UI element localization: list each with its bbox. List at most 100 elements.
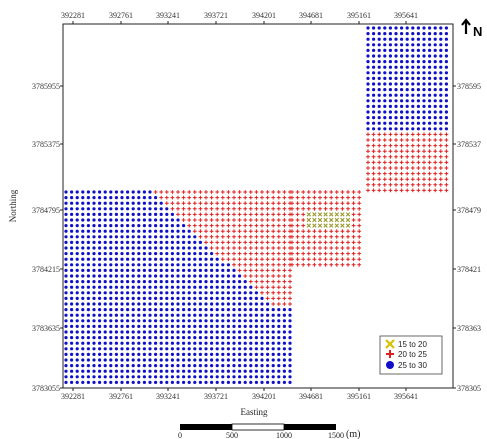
sample-point-high <box>165 324 169 328</box>
sample-point-high <box>439 48 443 53</box>
sample-point-high <box>210 291 214 295</box>
sample-point-high <box>366 43 370 47</box>
sample-point-high <box>433 121 437 125</box>
sample-point-high <box>154 330 158 334</box>
sample-point-high <box>176 263 180 267</box>
sample-point-high <box>170 240 174 244</box>
sample-point-mid <box>382 177 387 182</box>
sample-point-mid <box>433 160 438 165</box>
sample-point-high <box>154 274 158 278</box>
sample-point-high <box>444 37 448 41</box>
sample-point-high <box>277 330 281 334</box>
sample-point-mid <box>318 229 322 234</box>
sample-point-high <box>86 274 90 278</box>
sample-point-high <box>383 99 387 103</box>
sample-point-high <box>165 308 169 312</box>
sample-point-mid <box>410 143 415 148</box>
sample-point-high <box>86 285 90 289</box>
sample-point-mid <box>282 218 287 222</box>
sample-point-high <box>249 341 253 345</box>
sample-point-high <box>126 257 130 261</box>
sample-point-mid <box>346 190 350 194</box>
sample-point-high <box>114 380 118 384</box>
sample-point-high <box>377 71 381 75</box>
sample-point-high <box>81 296 85 300</box>
sample-point-high <box>204 336 208 340</box>
sample-point-high <box>114 369 118 373</box>
sample-point-high <box>86 196 90 200</box>
sample-point-high <box>86 212 90 216</box>
sample-point-mid <box>153 190 158 194</box>
sample-point-high <box>210 375 214 379</box>
sample-point-mid <box>377 149 382 154</box>
sample-point-mid <box>427 166 432 170</box>
sample-point-high <box>126 375 130 379</box>
sample-point-high <box>232 302 236 306</box>
sample-point-mid <box>357 218 362 222</box>
sample-point-high <box>131 369 135 373</box>
sample-point-high <box>64 291 68 295</box>
sample-point-high <box>137 252 141 256</box>
sample-point-high <box>193 240 197 244</box>
sample-point-high <box>226 280 230 284</box>
sample-point-high <box>232 308 236 312</box>
sample-point-high <box>416 54 420 58</box>
sample-point-mid <box>209 206 214 211</box>
sample-point-high <box>221 280 225 284</box>
sample-point-high <box>159 263 163 267</box>
sample-point-mid <box>388 160 393 165</box>
sample-point-high <box>204 296 208 300</box>
sample-point-high <box>266 380 270 384</box>
sample-point-high <box>433 31 437 36</box>
sample-point-mid <box>243 257 248 262</box>
sample-point-high <box>249 358 253 362</box>
sample-point-high <box>159 280 163 284</box>
sample-point-high <box>215 369 219 373</box>
sample-point-high <box>215 330 219 334</box>
sample-point-high <box>288 324 292 328</box>
sample-point-high <box>282 313 286 317</box>
sample-point-high <box>249 308 253 312</box>
sample-point-mid <box>271 206 276 211</box>
sample-point-high <box>109 341 113 345</box>
sample-point-high <box>103 207 107 211</box>
sample-point-high <box>266 364 270 368</box>
sample-point-mid <box>351 251 356 256</box>
sample-point-high <box>439 31 443 36</box>
sample-point-high <box>92 296 96 300</box>
sample-point-high <box>204 324 208 328</box>
sample-point-mid <box>243 268 248 273</box>
sample-point-high <box>238 380 242 384</box>
right-tick-label: 378363 <box>457 324 481 333</box>
sample-point-high <box>148 313 152 317</box>
sample-point-high <box>193 274 197 278</box>
sample-point-mid <box>382 166 387 170</box>
sample-point-mid <box>276 285 281 290</box>
sample-point-high <box>126 224 130 228</box>
sample-point-mid <box>329 229 334 234</box>
sample-point-mid <box>306 229 311 234</box>
sample-point-high <box>131 274 135 278</box>
sample-point-mid <box>394 132 398 137</box>
sample-point-high <box>114 352 118 356</box>
sample-point-high <box>64 364 68 368</box>
sample-point-high <box>148 274 152 278</box>
sample-point-high <box>159 302 163 306</box>
sample-point-high <box>210 296 214 300</box>
sample-point-high <box>120 235 124 239</box>
sample-point-high <box>232 274 236 278</box>
sample-point-high <box>433 54 437 58</box>
sample-point-high <box>170 319 174 323</box>
sample-point-high <box>187 246 191 250</box>
sample-point-mid <box>438 177 443 182</box>
sample-point-mid <box>204 234 208 239</box>
sample-point-high <box>142 364 146 368</box>
sample-point-high <box>154 364 158 368</box>
sample-point-high <box>405 43 409 47</box>
sample-point-high <box>114 246 118 250</box>
sample-point-high <box>266 341 270 345</box>
sample-point-high <box>266 347 270 351</box>
sample-point-high <box>159 336 163 340</box>
sample-point-high <box>154 218 158 222</box>
sample-point-mid <box>248 223 253 228</box>
